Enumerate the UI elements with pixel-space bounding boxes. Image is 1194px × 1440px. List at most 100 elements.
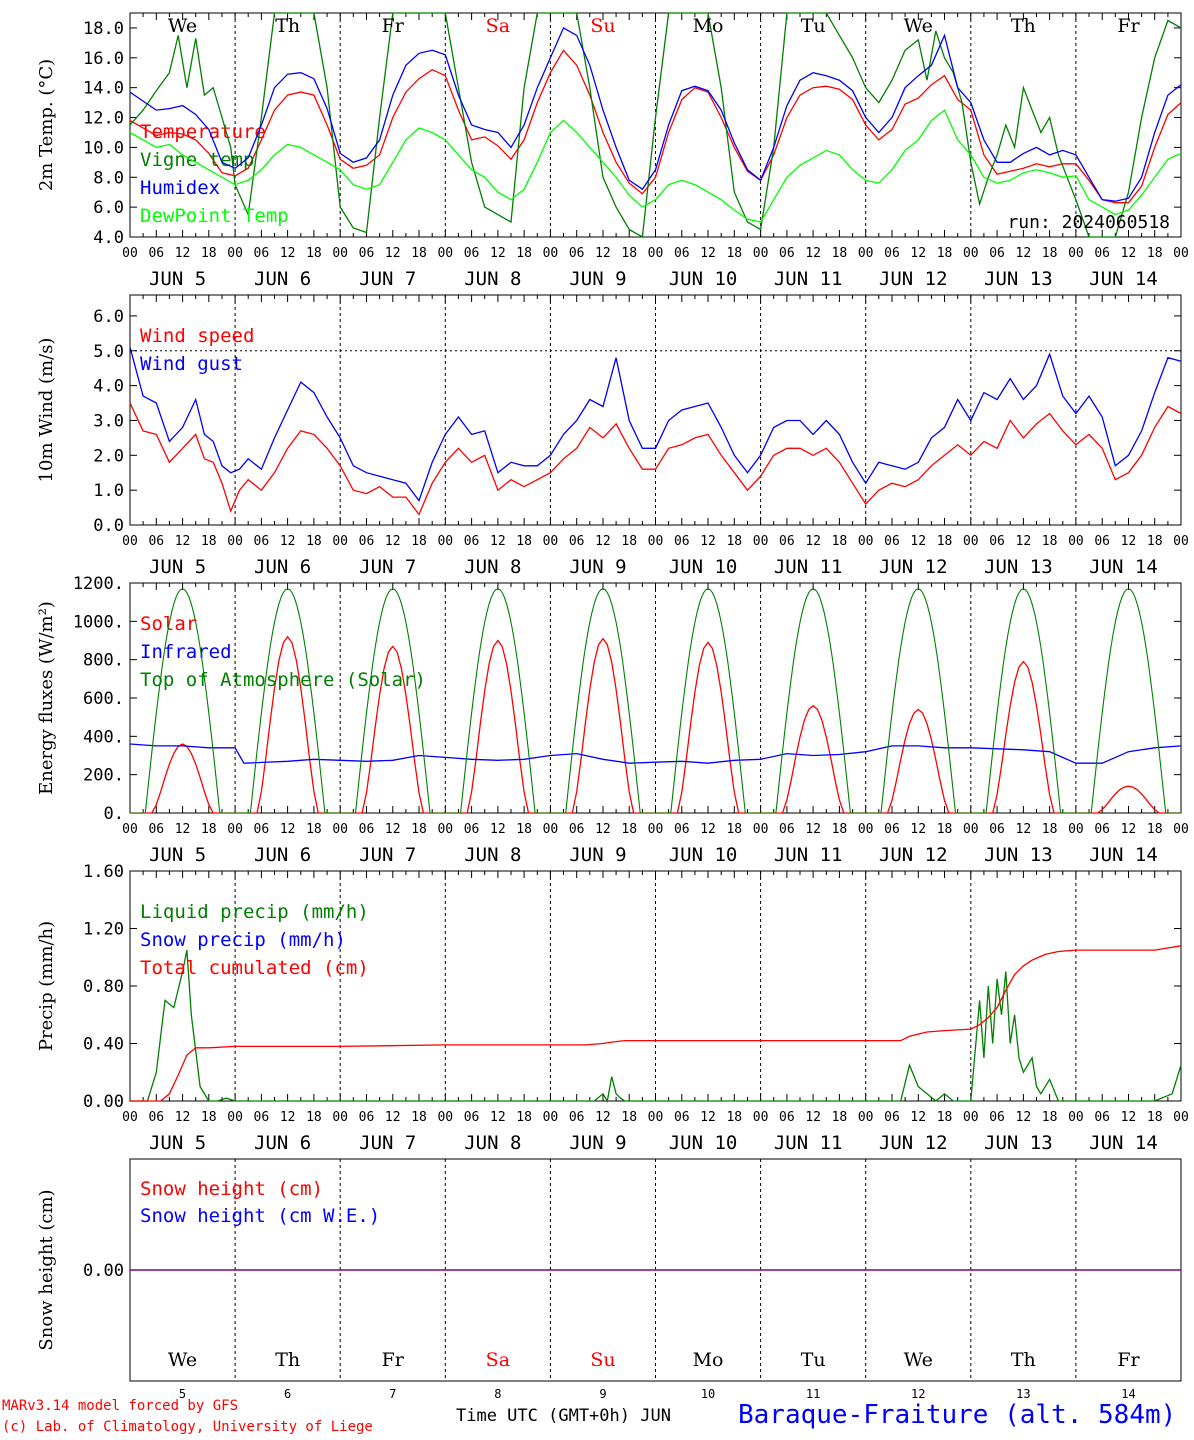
panel-3-hour-label: 00 — [543, 822, 559, 837]
panel-4-ytick-label: 1.60 — [83, 862, 124, 882]
panel-4-hour-label: 12 — [490, 1110, 506, 1125]
panel-3-date-label: JUN 6 — [254, 844, 311, 866]
panel-2-hour-label: 00 — [122, 534, 138, 549]
panel-3-ytick-label: 1000. — [73, 612, 124, 632]
panel-3-hour-label: 18 — [621, 822, 637, 837]
panel-4-hour-label: 12 — [595, 1110, 611, 1125]
panel-2-hour-label: 18 — [306, 534, 322, 549]
panel-4-y-axis-title: Precip (mm/h) — [36, 921, 57, 1051]
panel-2-hour-label: 12 — [1121, 534, 1137, 549]
panel-2-hour-label: 18 — [516, 534, 532, 549]
panel-4-hour-label: 06 — [884, 1110, 900, 1125]
panel-1-ytick-label: 12.0 — [83, 109, 124, 129]
panel-2-hour-label: 12 — [700, 534, 716, 549]
panel-2-ytick-label: 4.0 — [93, 377, 124, 397]
panel-3-hour-label: 06 — [254, 822, 270, 837]
panel-2-hour-label: 06 — [779, 534, 795, 549]
panel-3-date-label: JUN 5 — [149, 844, 206, 866]
panel-2-hour-label: 18 — [1147, 534, 1163, 549]
panel-2-hour-label: 06 — [254, 534, 270, 549]
panel-1-hour-label: 18 — [937, 246, 953, 261]
panel-4-hour-label: 00 — [332, 1110, 348, 1125]
panel-3-hour-label: 12 — [490, 822, 506, 837]
panel-4-hour-label: 12 — [805, 1110, 821, 1125]
panel-1-hour-label: 00 — [543, 246, 559, 261]
panel-1-legend-temperature: Temperature — [140, 121, 266, 143]
panel-4-legend-snow-precip-mm-h-: Snow precip (mm/h) — [140, 929, 346, 951]
bottom-day-number: 5 — [179, 1387, 186, 1401]
credit-model: MARv3.14 model forced by GFS — [2, 1398, 239, 1414]
panel-4-date-label: JUN 14 — [1089, 1132, 1158, 1154]
panel-4-legend-liquid-precip-mm-h-: Liquid precip (mm/h) — [140, 901, 369, 923]
panel-1-date-label: JUN 14 — [1089, 268, 1158, 290]
panel-2-hour-label: 06 — [1094, 534, 1110, 549]
panel-2-hour-label: 18 — [726, 534, 742, 549]
panel-1-date-label: JUN 7 — [359, 268, 416, 290]
station-name: Baraque-Fraiture (alt. 584m) — [738, 1400, 1177, 1430]
panel-1-frame — [129, 12, 1182, 238]
panel-2-hour-label: 00 — [753, 534, 769, 549]
panel-1-date-label: JUN 10 — [669, 268, 738, 290]
panel-5-weekday-label: We — [168, 1349, 197, 1371]
panel-4-hour-label: 00 — [122, 1110, 138, 1125]
panel-2-hour-label: 18 — [832, 534, 848, 549]
panel-4-hour-label: 12 — [1016, 1110, 1032, 1125]
panel-2-hour-label: 00 — [1068, 534, 1084, 549]
panel-3-hour-label: 18 — [516, 822, 532, 837]
panel-1-date-label: JUN 5 — [149, 268, 206, 290]
panel-4-hour-label: 00 — [753, 1110, 769, 1125]
panel-4-hour-label: 18 — [621, 1110, 637, 1125]
panel-4-date-label: JUN 12 — [879, 1132, 948, 1154]
panel-4-series-total-cumulated-cm- — [130, 945, 1182, 1102]
bottom-day-number: 10 — [701, 1387, 715, 1401]
panel-4-hour-label: 06 — [464, 1110, 480, 1125]
bottom-day-number: 6 — [284, 1387, 291, 1401]
panel-2-hour-label: 00 — [1173, 534, 1189, 549]
panel-3-date-label: JUN 12 — [879, 844, 948, 866]
panel-4-hour-label: 18 — [726, 1110, 742, 1125]
panel-4-hour-label: 18 — [201, 1110, 217, 1125]
panel-4-ytick-label: 1.20 — [83, 920, 124, 940]
panel-1-date-label: JUN 11 — [774, 268, 843, 290]
bottom-day-number: 13 — [1016, 1387, 1030, 1401]
panel-1-date-label: JUN 8 — [464, 268, 521, 290]
panel-3-hour-label: 18 — [1147, 822, 1163, 837]
panel-1-weekday-label: Fr — [382, 15, 405, 37]
panel-4-hour-label: 00 — [437, 1110, 453, 1125]
panel-2-ytick-label: 0.0 — [93, 516, 124, 536]
panel-1-weekday-label: Su — [590, 15, 615, 37]
panel-1-hour-label: 00 — [227, 246, 243, 261]
bottom-day-number: 7 — [389, 1387, 396, 1401]
panel-3-hour-label: 06 — [989, 822, 1005, 837]
panel-3-y-axis-title: Energy fluxes (W/m²) — [36, 601, 57, 795]
panel-3-hour-label: 06 — [1094, 822, 1110, 837]
panel-1-hour-label: 18 — [411, 246, 427, 261]
panel-3-hour-label: 12 — [910, 822, 926, 837]
run-label: run: 2024060518 — [1007, 212, 1170, 233]
panel-5-ytick-label: 0.00 — [83, 1261, 124, 1281]
panel-2-hour-label: 00 — [963, 534, 979, 549]
panel-2-hour-label: 12 — [490, 534, 506, 549]
panel-4-date-label: JUN 5 — [149, 1132, 206, 1154]
panel-1-ytick-label: 14.0 — [83, 79, 124, 99]
panel-3-hour-label: 00 — [227, 822, 243, 837]
panel-1-hour-label: 12 — [1121, 246, 1137, 261]
panel-5-weekday-label: Mo — [693, 1349, 724, 1371]
panel-1-ytick-label: 6.0 — [93, 198, 124, 218]
panel-2-hour-label: 06 — [464, 534, 480, 549]
panel-1-hour-label: 06 — [359, 246, 375, 261]
panel-4-hour-label: 06 — [569, 1110, 585, 1125]
panel-4-ytick-label: 0.00 — [83, 1092, 124, 1112]
panel-2-hour-label: 12 — [280, 534, 296, 549]
panel-3-hour-label: 00 — [858, 822, 874, 837]
panel-5-weekday-label: Fr — [1117, 1349, 1140, 1371]
panel-3-ytick-label: 0. — [104, 804, 124, 824]
panel-3-hour-label: 00 — [753, 822, 769, 837]
panel-1-hour-label: 00 — [1173, 246, 1189, 261]
panel-4-hour-label: 06 — [989, 1110, 1005, 1125]
panel-3-hour-label: 00 — [437, 822, 453, 837]
panel-1-date-label: JUN 12 — [879, 268, 948, 290]
panel-2-hour-label: 00 — [858, 534, 874, 549]
panel-1-hour-label: 12 — [910, 246, 926, 261]
bottom-day-number: 11 — [806, 1387, 820, 1401]
